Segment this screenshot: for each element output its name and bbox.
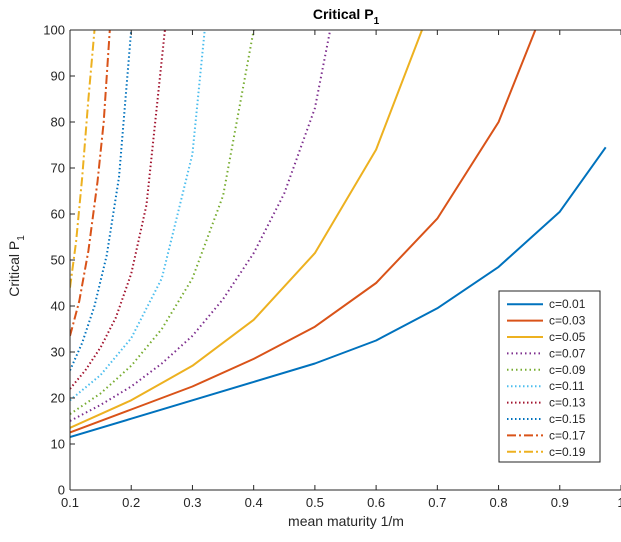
legend-label: c=0.17 [549,428,586,442]
y-axis-label: Critical P1 [6,235,27,297]
series-line-c-0-13 [70,30,166,390]
y-tick-label: 0 [58,483,65,498]
x-tick-label: 0.3 [183,495,201,510]
y-tick-label: 10 [51,437,65,452]
y-tick-label: 100 [43,23,65,38]
y-tick-label: 80 [51,115,65,130]
legend-label: c=0.01 [549,297,586,311]
series-line-c-0-05 [70,30,423,429]
ticks-group: 0.10.20.30.40.50.60.70.80.91010203040506… [43,23,621,510]
y-tick-label: 60 [51,207,65,222]
legend-label: c=0.19 [549,445,586,459]
legend-label: c=0.11 [549,379,585,393]
y-tick-label: 70 [51,161,65,176]
series-line-c-0-01 [70,146,607,439]
x-tick-label: 0.2 [122,495,140,510]
legend-label: c=0.07 [549,346,586,360]
legend: c=0.01 c=0.03 c=0.05 c=0.07 c=0.09 c=0.11 c=0.… [498,290,601,463]
y-tick-label: 30 [51,345,65,360]
x-tick-label: 0.6 [367,495,385,510]
x-axis-label: mean maturity 1/m [288,513,404,529]
x-tick-label: 0.9 [551,495,569,510]
legend-label: c=0.03 [549,314,586,328]
y-tick-label: 20 [51,391,65,406]
legend-label: c=0.05 [549,330,586,344]
series-line-c-0-07 [70,30,332,422]
series-line-c-0-09 [70,30,255,415]
chart-title: Critical P1 [313,6,380,27]
series-line-c-0-15 [70,30,133,371]
x-tick-label: 0.5 [306,495,324,510]
y-tick-label: 90 [51,69,65,84]
x-tick-label: 0.1 [61,495,79,510]
legend-box [498,290,601,463]
legend-label: c=0.09 [549,363,586,377]
x-tick-label: 0.7 [428,495,446,510]
y-tick-label: 50 [51,253,65,268]
x-tick-label: 1 [617,495,621,510]
y-tick-label: 40 [51,299,65,314]
x-tick-label: 0.8 [490,495,508,510]
series-line-c-0-17 [70,30,111,337]
series-group [70,30,607,439]
series-line-c-0-19 [70,30,96,288]
series-line-c-0-11 [70,30,206,402]
series-line-c-0-03 [70,30,537,434]
legend-label: c=0.13 [549,396,586,410]
x-tick-label: 0.4 [245,495,263,510]
legend-label: c=0.15 [549,412,586,426]
